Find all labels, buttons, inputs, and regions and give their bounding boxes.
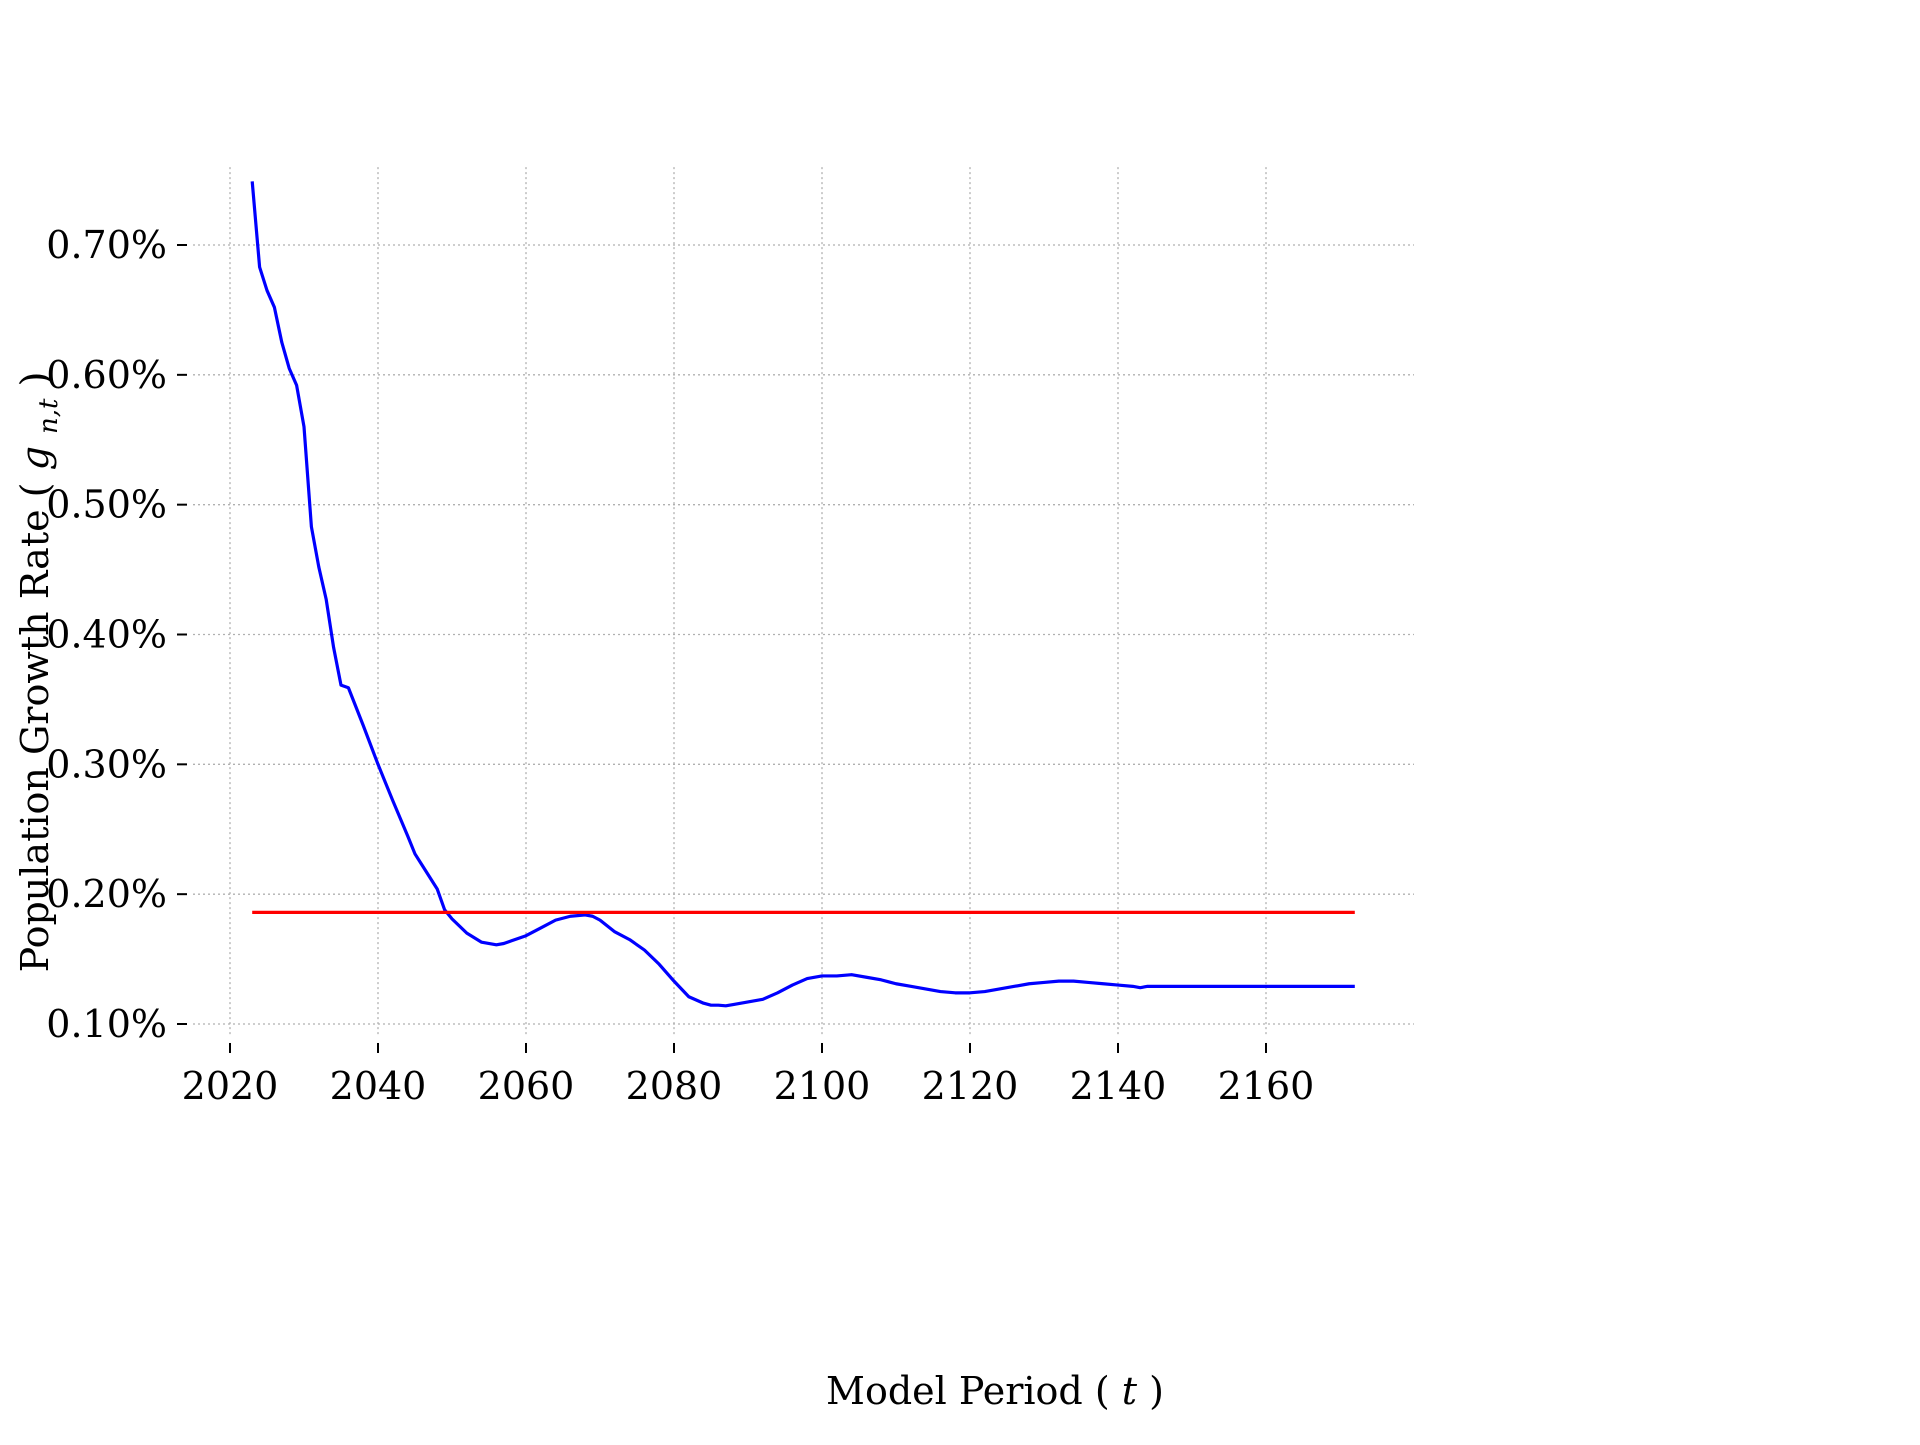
x-axis-title-text: Model Period <box>826 1369 1083 1413</box>
x-axis-title-close-paren: ) <box>1149 1369 1164 1413</box>
y-axis-title-var: g <box>13 446 57 470</box>
x-tick-label: 2060 <box>478 1064 575 1108</box>
y-axis-title-text: Population Growth Rate <box>13 509 57 972</box>
x-axis-title: Model Period ( t ) <box>826 1369 1164 1413</box>
grid <box>193 167 1414 1037</box>
y-axis-title-open-paren: ( <box>13 482 57 497</box>
y-tick-label: 0.70% <box>46 223 167 267</box>
growth-rate-line <box>250 181 1355 1008</box>
y-tick-label: 0.10% <box>46 1002 167 1046</box>
x-tick-label: 2020 <box>182 1064 279 1108</box>
y-tick-label: 0.50% <box>46 483 167 527</box>
x-tick-label: 2160 <box>1218 1064 1315 1108</box>
x-tick-label: 2040 <box>330 1064 427 1108</box>
plot-lines <box>250 181 1355 1008</box>
y-tick-label: 0.30% <box>46 742 167 786</box>
axis-ticks: 2020 2040 2060 2080 2100 2120 2140 2160 0.10% 0.2… <box>46 223 1314 1108</box>
y-axis-title-subscript: n,t <box>34 398 64 434</box>
y-axis-title-close-paren: ) <box>13 372 57 387</box>
x-axis-title-var: t <box>1122 1369 1138 1413</box>
y-tick-label: 0.60% <box>46 353 167 397</box>
x-tick-label: 2100 <box>774 1064 871 1108</box>
y-tick-label: 0.20% <box>46 872 167 916</box>
y-tick-label: 0.40% <box>46 613 167 657</box>
x-tick-label: 2140 <box>1070 1064 1167 1108</box>
x-tick-label: 2120 <box>922 1064 1019 1108</box>
y-axis-title: Population Growth Rate ( g n,t ) <box>13 372 66 973</box>
x-axis-title-open-paren: ( <box>1095 1369 1110 1413</box>
x-tick-label: 2080 <box>626 1064 723 1108</box>
